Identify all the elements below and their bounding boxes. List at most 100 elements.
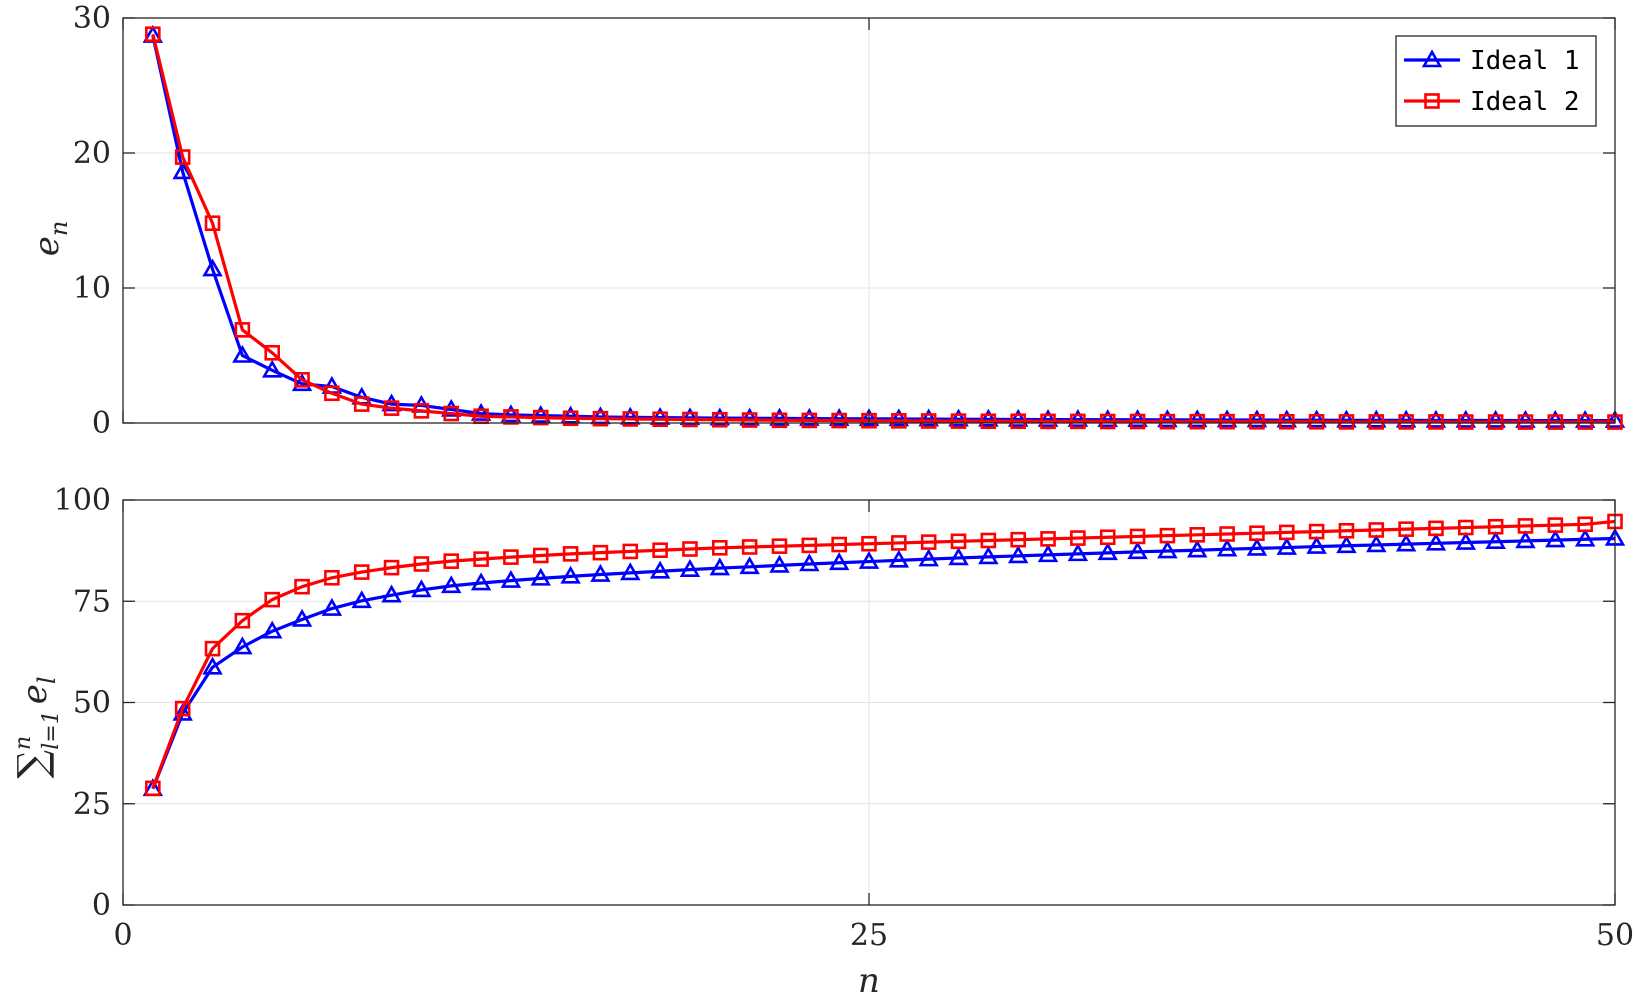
legend-marker xyxy=(1424,93,1440,109)
data-point xyxy=(232,636,253,655)
data-point xyxy=(858,550,880,569)
bottom-ylabel-term: e xyxy=(15,684,55,704)
data-point xyxy=(1515,409,1536,428)
data-point xyxy=(978,546,999,565)
data-point xyxy=(1366,534,1387,553)
y-tick-label: 20 xyxy=(73,136,111,171)
data-point xyxy=(771,412,788,429)
data-point xyxy=(652,542,668,559)
data-point xyxy=(1428,414,1444,430)
data-point xyxy=(1574,409,1596,428)
data-point xyxy=(1458,519,1474,536)
data-point xyxy=(1278,524,1295,541)
data-point xyxy=(682,411,698,428)
data-point xyxy=(1099,529,1116,546)
data-point xyxy=(1186,409,1208,428)
data-point xyxy=(145,780,161,797)
data-point xyxy=(264,344,281,361)
data-point xyxy=(1159,413,1176,430)
data-point xyxy=(532,409,549,426)
data-point xyxy=(264,591,281,608)
top-ylabel-sub: n xyxy=(45,221,73,236)
data-point xyxy=(709,407,731,426)
data-point xyxy=(174,700,191,717)
data-point xyxy=(799,407,820,426)
data-point xyxy=(1070,413,1086,430)
data-point xyxy=(470,572,492,591)
data-point xyxy=(1157,409,1178,428)
y-tick-label: 75 xyxy=(73,584,111,619)
data-point xyxy=(950,413,967,429)
y-tick-label: 50 xyxy=(73,686,111,721)
data-point xyxy=(741,539,758,555)
data-point xyxy=(1249,413,1265,430)
x-axis-label: n xyxy=(858,961,880,1001)
data-point xyxy=(622,411,639,427)
data-point xyxy=(1545,529,1566,548)
data-point xyxy=(978,408,999,427)
data-point xyxy=(1129,413,1146,430)
data-point xyxy=(1249,525,1265,542)
legend: Ideal 1 Ideal 2 xyxy=(1395,35,1597,127)
data-point xyxy=(831,412,847,429)
x-tick-label: 25 xyxy=(850,918,888,953)
legend-label: Ideal 1 xyxy=(1470,46,1580,76)
y-tick-label: 0 xyxy=(92,406,111,441)
data-point xyxy=(1604,409,1626,428)
data-point xyxy=(503,549,519,565)
bottom-ylabel-sup: n xyxy=(11,736,36,750)
data-point xyxy=(801,412,818,429)
data-point xyxy=(470,402,492,421)
data-point xyxy=(948,408,969,427)
data-point xyxy=(1485,531,1506,550)
data-point xyxy=(1458,414,1474,430)
data-point xyxy=(980,413,997,430)
data-point xyxy=(383,400,400,416)
data-point xyxy=(1097,542,1118,561)
data-point xyxy=(443,405,460,422)
data-point xyxy=(562,546,579,562)
data-point xyxy=(1010,531,1027,548)
data-point xyxy=(1398,414,1414,430)
data-point xyxy=(1366,409,1387,428)
data-point xyxy=(202,258,223,277)
data-point xyxy=(1455,531,1477,550)
data-point xyxy=(532,547,549,564)
data-point xyxy=(1338,522,1355,539)
data-point xyxy=(1037,544,1059,563)
data-point xyxy=(652,411,668,428)
data-point xyxy=(980,532,997,549)
data-point xyxy=(592,410,609,427)
y-tick-label: 0 xyxy=(92,888,111,923)
data-point xyxy=(1547,517,1564,533)
data-point xyxy=(1425,532,1447,551)
data-point xyxy=(321,597,343,616)
data-point xyxy=(1037,409,1059,427)
data-point xyxy=(1368,522,1385,538)
data-point xyxy=(861,535,877,552)
data-point xyxy=(530,404,552,423)
data-point xyxy=(1276,409,1298,428)
top-ylabel-main: e xyxy=(27,236,67,256)
data-point xyxy=(1219,413,1235,430)
data-point xyxy=(381,584,402,603)
data-point xyxy=(888,549,910,568)
legend-marker xyxy=(1421,49,1443,68)
data-point xyxy=(1219,526,1235,542)
legend-label: Ideal 2 xyxy=(1470,87,1580,117)
data-point xyxy=(204,215,221,231)
data-point xyxy=(649,560,671,579)
y-tick-label: 100 xyxy=(54,483,111,518)
data-point xyxy=(381,393,402,412)
data-point xyxy=(1040,413,1056,430)
data-point xyxy=(261,620,283,639)
data-point xyxy=(622,543,639,560)
data-point xyxy=(1216,409,1238,428)
data-point xyxy=(679,559,701,577)
data-point xyxy=(440,398,462,417)
data-point xyxy=(413,403,430,419)
data-point xyxy=(351,590,372,609)
data-point xyxy=(1246,537,1268,556)
